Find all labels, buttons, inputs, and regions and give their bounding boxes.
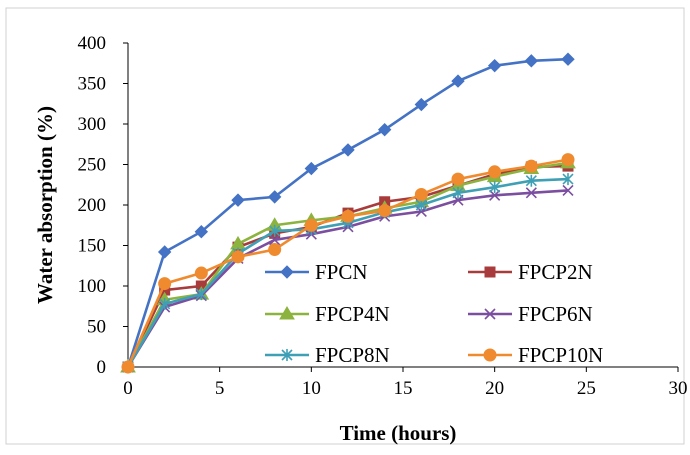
legend-item-fpcp6n: FPCP6N: [468, 302, 593, 326]
series-fpcp10n: [121, 153, 575, 374]
data-point: [451, 74, 465, 88]
x-tick-label: 25: [577, 378, 596, 399]
data-point: [158, 277, 172, 291]
x-axis-title: Time (hours): [340, 421, 457, 445]
y-tick-label: 0: [97, 357, 107, 378]
legend-marker: [483, 348, 497, 362]
legend-marker: [484, 308, 496, 320]
data-point: [561, 153, 575, 167]
data-point: [268, 243, 282, 257]
data-point: [525, 187, 537, 199]
axes: 0 50 100 150 200 250 300 350 400 0 5 10 15 20 25 30: [78, 33, 688, 399]
y-tick-label: 350: [78, 74, 107, 95]
data-point: [194, 266, 208, 280]
legend-marker: [280, 265, 294, 279]
series-fpcn: [121, 52, 575, 374]
data-point: [195, 288, 207, 301]
legend-marker: [279, 306, 295, 320]
data-point: [269, 224, 281, 237]
y-tick-label: 400: [78, 33, 107, 54]
x-tick-label: 15: [394, 378, 413, 399]
data-point: [378, 204, 392, 218]
y-tick-label: 200: [78, 195, 107, 216]
data-point: [304, 218, 318, 232]
data-point: [414, 97, 429, 112]
data-point: [488, 165, 502, 179]
data-point: [451, 172, 465, 186]
x-tick-label: 0: [123, 378, 133, 399]
data-point: [341, 143, 355, 157]
x-tick-label: 30: [669, 378, 688, 399]
data-point: [489, 181, 501, 194]
data-point: [489, 189, 501, 201]
data-point: [267, 190, 282, 204]
x-tick-label: 5: [215, 378, 225, 399]
y-tick-label: 50: [87, 317, 106, 338]
legend-item-fpcp10n: FPCP10N: [468, 343, 603, 367]
data-point: [304, 161, 319, 176]
data-point: [341, 209, 355, 223]
legend-label: FPCP4N: [315, 302, 390, 326]
x-tick-label: 10: [302, 378, 321, 399]
data-point: [561, 52, 575, 66]
data-point: [524, 54, 539, 68]
legend: FPCN FPCP2N FPCP4N FPCP6N FPCP8N FPCP10N: [265, 260, 603, 367]
y-tick-label: 250: [78, 155, 107, 176]
data-point: [525, 174, 537, 187]
y-axis-title: Water absorption (%): [33, 106, 57, 304]
x-tick-label: 20: [485, 378, 504, 399]
data-point: [231, 193, 245, 207]
y-tick-label: 300: [78, 114, 107, 135]
legend-marker: [484, 266, 496, 278]
data-point: [562, 173, 574, 186]
legend-label: FPCP8N: [315, 343, 390, 367]
y-tick-label: 100: [78, 276, 107, 297]
legend-label: FPCP10N: [518, 343, 603, 367]
data-point: [487, 58, 502, 73]
legend-marker: [281, 349, 293, 361]
data-point: [415, 199, 427, 211]
legend-label: FPCP6N: [518, 302, 593, 326]
data-point: [562, 184, 574, 196]
series-layer: [120, 52, 576, 374]
legend-item-fpcp8n: FPCP8N: [265, 343, 390, 367]
legend-label: FPCP2N: [518, 260, 593, 284]
data-point: [194, 225, 209, 239]
legend-item-fpcp4n: FPCP4N: [265, 302, 390, 326]
data-point: [414, 187, 428, 201]
chart-border: [5, 7, 685, 445]
data-point: [377, 122, 392, 137]
data-point: [121, 360, 135, 374]
legend-label: FPCN: [315, 260, 368, 284]
data-point: [524, 159, 538, 173]
legend-item-fpcn: FPCN: [265, 260, 368, 284]
data-point: [231, 250, 245, 264]
data-point: [157, 245, 172, 259]
data-point: [269, 234, 281, 246]
data-point: [159, 297, 171, 310]
data-point: [452, 186, 464, 199]
legend-item-fpcp2n: FPCP2N: [468, 260, 593, 284]
y-tick-label: 150: [78, 236, 107, 257]
